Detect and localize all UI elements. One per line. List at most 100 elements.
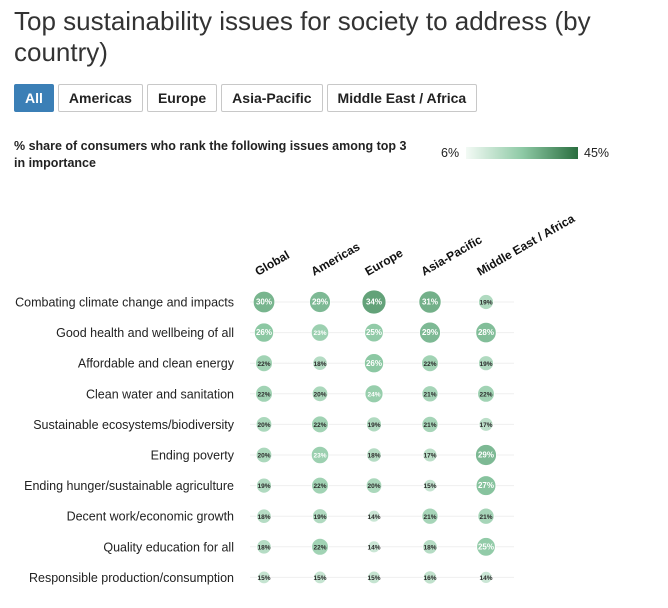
tab-all[interactable]: All [14, 84, 54, 112]
heatmap-bubble[interactable] [310, 323, 330, 342]
bubble-value-label: 21% [479, 514, 492, 521]
heatmap-bubble[interactable] [475, 475, 497, 496]
heatmap-bubble[interactable] [363, 353, 384, 374]
heatmap-bubble[interactable] [312, 508, 328, 525]
bubble-value-label: 20% [313, 391, 326, 398]
bubble-value-label: 14% [367, 544, 380, 551]
heatmap-bubble[interactable] [422, 447, 438, 463]
heatmap-bubble[interactable] [367, 509, 381, 523]
heatmap-bubble[interactable] [478, 417, 494, 432]
heatmap-bubble[interactable] [311, 537, 329, 556]
heatmap-bubble[interactable] [311, 476, 329, 495]
heatmap-bubble[interactable] [364, 384, 384, 404]
bubble-value-label: 17% [423, 453, 436, 460]
bubble-value-label: 20% [367, 483, 380, 490]
heatmap-bubble[interactable] [365, 477, 383, 494]
heatmap-bubble[interactable] [479, 571, 493, 584]
bubble-value-label: 19% [479, 361, 492, 368]
bubble-value-label: 22% [423, 361, 436, 368]
column-header: Middle East / Africa [475, 211, 578, 278]
heatmap-bubble[interactable] [313, 570, 327, 585]
bubble-value-label: 21% [423, 514, 436, 521]
heatmap-bubble[interactable] [310, 445, 330, 465]
bubble-value-label: 26% [256, 328, 272, 337]
heatmap-bubble[interactable] [478, 355, 494, 372]
heatmap-bubble[interactable] [364, 322, 384, 343]
bubble-value-label: 19% [367, 422, 380, 429]
chart-title: Top sustainability issues for society to… [14, 6, 591, 67]
heatmap-bubble[interactable] [253, 322, 274, 343]
legend-max-label: 45% [584, 146, 610, 160]
bubble-value-label: 17% [479, 422, 492, 429]
heatmap-bubble[interactable] [366, 416, 382, 433]
row-label: Clean water and sanitation [86, 387, 234, 401]
bubble-value-label: 26% [366, 359, 382, 368]
heatmap-bubble[interactable] [418, 290, 442, 314]
bubble-value-label: 21% [423, 391, 436, 398]
bubble-value-label: 27% [478, 481, 494, 490]
bubble-value-label: 22% [257, 391, 270, 398]
bubble-value-label: 15% [313, 575, 326, 582]
heatmap-bubble[interactable] [255, 354, 273, 373]
heatmap-bubble[interactable] [421, 415, 439, 433]
row-label: Quality education for all [103, 540, 234, 554]
heatmap-bubble[interactable] [477, 384, 495, 403]
heatmap-bubble[interactable] [257, 570, 271, 585]
row-label: Decent work/economic growth [67, 510, 234, 524]
heatmap-bubble[interactable] [252, 290, 276, 314]
bubble-value-label: 16% [423, 575, 436, 582]
heatmap-bubble[interactable] [311, 385, 329, 403]
heatmap-bubble[interactable] [475, 444, 497, 466]
row-label: Responsible production/consumption [29, 571, 234, 585]
bubble-value-label: 28% [478, 328, 494, 337]
bubble-value-label: 30% [256, 298, 272, 307]
heatmap-bubble[interactable] [367, 540, 381, 554]
heatmap-bubble[interactable] [419, 321, 441, 344]
heatmap-bubble[interactable] [475, 321, 497, 344]
heatmap-bubble[interactable] [477, 507, 495, 525]
heatmap-bubble[interactable] [421, 507, 439, 525]
heatmap-bubble[interactable] [478, 294, 494, 310]
heatmap-bubble[interactable] [255, 384, 273, 403]
legend-min-label: 6% [441, 146, 460, 160]
heatmap-bubble[interactable] [256, 477, 272, 494]
heatmap-bubble[interactable] [421, 385, 439, 403]
tab-europe[interactable]: Europe [146, 84, 218, 112]
heatmap-bubble[interactable] [255, 416, 273, 433]
bubble-value-label: 29% [422, 328, 438, 337]
bubble-value-label: 19% [479, 300, 492, 307]
heatmap-bubble[interactable] [309, 291, 331, 313]
row-label: Sustainable ecosystems/biodiversity [33, 418, 235, 432]
chart-subtitle: % share of consumers who rank the follow… [14, 139, 407, 170]
heatmap-bubble[interactable] [312, 355, 328, 371]
tab-asia-pacific[interactable]: Asia-Pacific [221, 84, 323, 112]
bubble-value-label: 22% [257, 361, 270, 368]
bubble-value-label: 25% [366, 328, 382, 337]
heatmap-bubble[interactable] [311, 415, 329, 434]
bubble-value-label: 22% [313, 483, 326, 490]
tab-americas[interactable]: Americas [57, 84, 143, 112]
heatmap-bubble[interactable] [422, 570, 437, 585]
heatmap-bubble[interactable] [361, 289, 387, 315]
heatmap-bubble[interactable] [367, 570, 381, 585]
heatmap-bubble[interactable] [422, 539, 438, 555]
bubble-value-label: 31% [422, 298, 438, 307]
bubble-value-label: 15% [257, 575, 270, 582]
heatmap-bubble[interactable] [255, 446, 273, 464]
bubble-value-label: 29% [478, 451, 494, 460]
bubble-value-label: 20% [257, 453, 270, 460]
bubble-value-label: 34% [366, 298, 382, 307]
heatmap-bubble[interactable] [256, 508, 272, 524]
heatmap-bubble[interactable] [366, 447, 382, 463]
bubble-value-label: 23% [313, 330, 326, 337]
bubble-value-label: 23% [313, 453, 326, 460]
region-tabs: All Americas Europe Asia-Pacific Middle … [14, 84, 478, 112]
heatmap-bubble[interactable] [256, 539, 272, 555]
bubble-value-label: 22% [479, 391, 492, 398]
tab-middle-east-africa[interactable]: Middle East / Africa [326, 84, 478, 112]
bubble-value-label: 18% [367, 453, 380, 460]
heatmap-bubble[interactable] [423, 478, 437, 493]
heatmap-bubble[interactable] [476, 537, 496, 557]
column-header: Americas [309, 239, 363, 278]
heatmap-bubble[interactable] [421, 354, 439, 373]
